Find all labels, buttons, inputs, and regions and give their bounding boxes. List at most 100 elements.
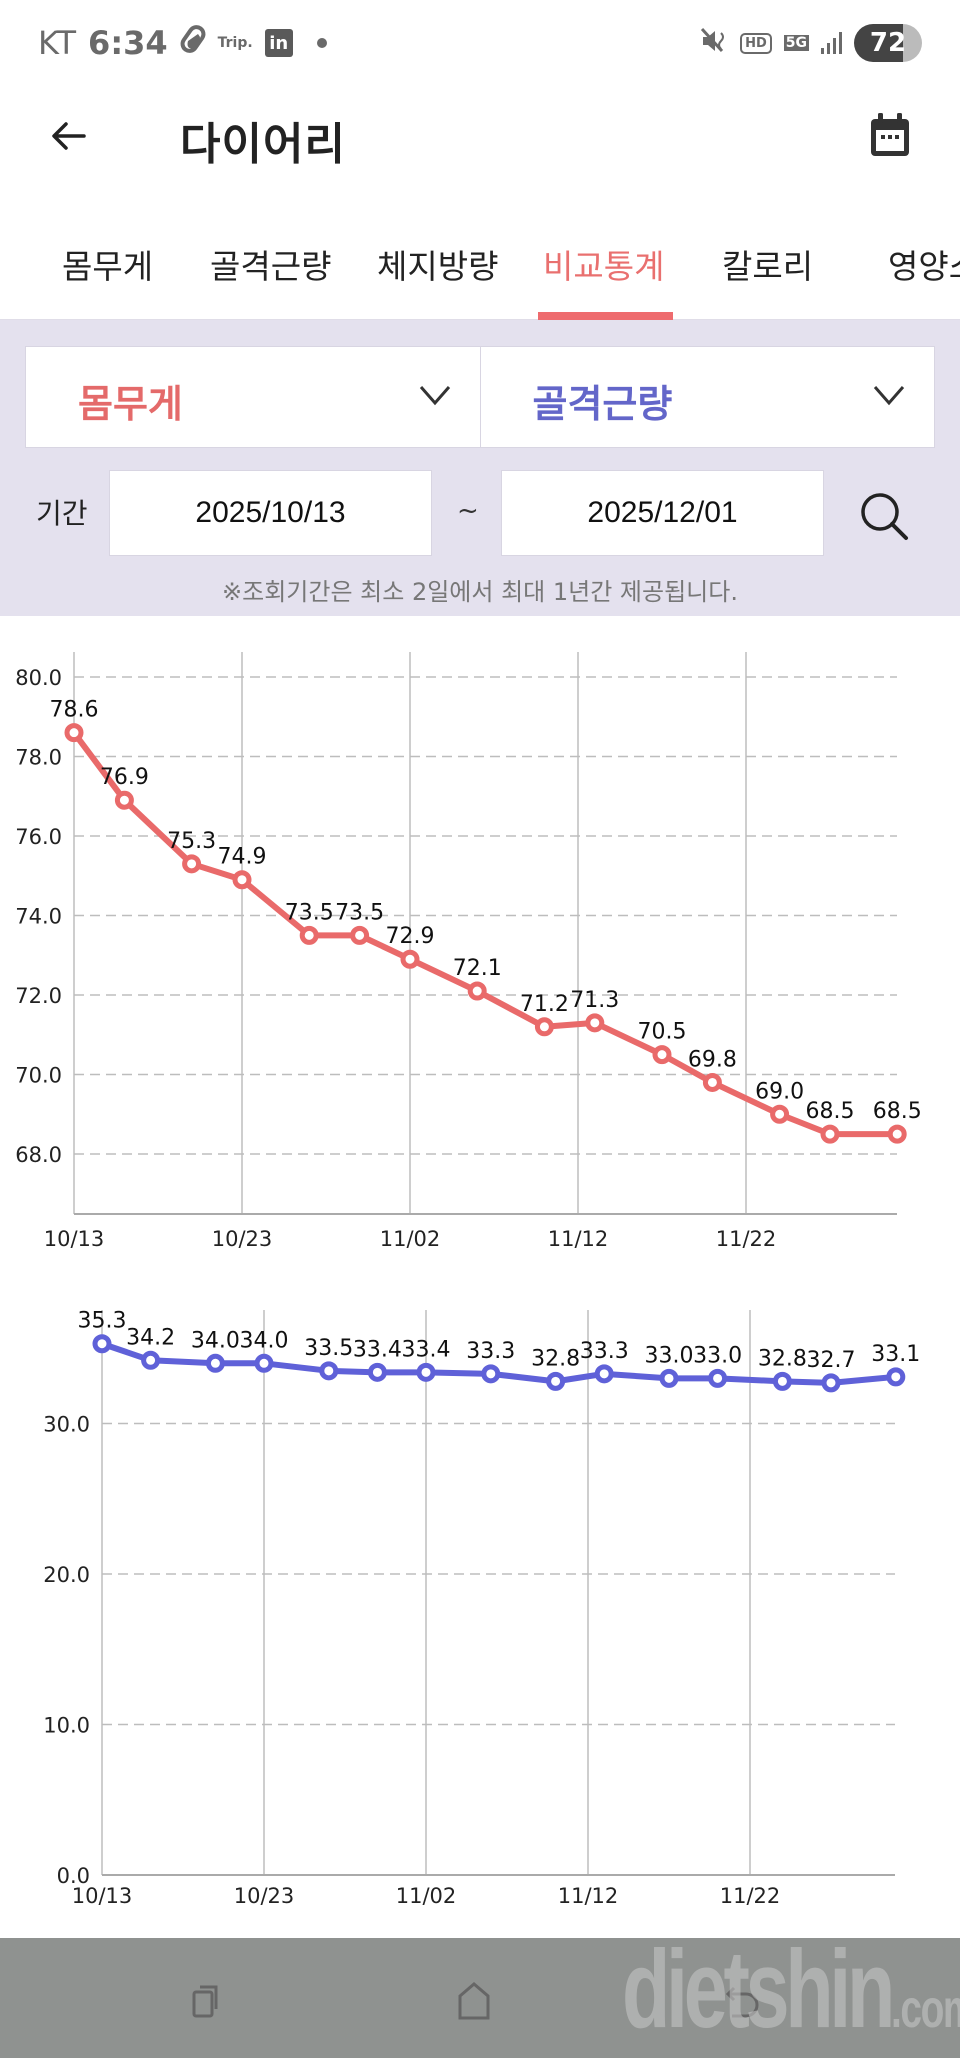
data-point[interactable] [400,949,420,969]
trip-notification-icon: Trip. [217,35,253,51]
data-label: 33.3 [580,1339,629,1364]
data-point[interactable] [182,854,202,874]
metric-select-2-value: 골격근량 [532,382,673,426]
hd-voice-icon: HD [740,32,772,54]
x-tick-label: 11/12 [548,1227,609,1251]
back-nav-button[interactable] [722,1980,766,2024]
y-tick-label: 10.0 [43,1714,90,1738]
data-point[interactable] [319,1361,339,1381]
tab-nutrients[interactable]: 영양소 [888,247,960,286]
active-tab-indicator [538,312,673,320]
y-tick-label: 70.0 [15,1064,62,1088]
data-point[interactable] [367,1362,387,1382]
y-tick-label: 20.0 [43,1563,90,1587]
data-label: 33.0 [645,1343,694,1368]
data-point[interactable] [770,1104,790,1124]
filter-panel: 몸무게 골격근량 기간 2025/10/13 ~ 2025/12/01 ※조회기… [0,320,960,616]
period-notice: ※조회기간은 최소 2일에서 최대 1년간 제공됩니다. [222,578,738,606]
data-label: 35.3 [78,1309,127,1334]
data-point[interactable] [416,1362,436,1382]
muscle-chart: 0.0 10.0 20.0 30.0 10/13 10/23 11/02 11/12 11/22… [0,1290,960,1930]
back-button[interactable] [46,114,90,158]
x-tick-label: 11/02 [396,1884,457,1908]
data-point[interactable] [708,1368,728,1388]
tab-calories[interactable]: 칼로리 [722,247,814,286]
data-point[interactable] [64,723,84,743]
tab-compare-stats[interactable]: 비교통계 [543,247,665,286]
data-point[interactable] [534,1017,554,1037]
data-label: 72.1 [453,956,502,981]
page-title: 다이어리 [180,119,346,170]
y-tick-label: 0.0 [57,1864,90,1888]
data-label: 71.2 [520,992,569,1017]
y-tick-label: 76.0 [15,825,62,849]
data-label: 73.5 [285,900,334,925]
data-point[interactable] [232,870,252,890]
home-button[interactable] [454,1980,498,2024]
data-label: 33.0 [693,1343,742,1368]
recent-apps-button[interactable] [186,1980,230,2024]
data-label: 74.9 [218,845,267,870]
data-label: 32.8 [531,1346,580,1371]
data-label: 68.5 [873,1099,922,1124]
data-point[interactable] [141,1350,161,1370]
metric-select-1[interactable]: 몸무게 [26,347,480,447]
x-tick-label: 11/22 [716,1227,777,1251]
data-point[interactable] [594,1364,614,1384]
app-bar: 다이어리 [0,86,960,186]
search-button[interactable] [858,490,910,542]
data-label: 68.5 [806,1099,855,1124]
data-point[interactable] [299,925,319,945]
data-point[interactable] [205,1353,225,1373]
x-tick-label: 11/12 [558,1884,619,1908]
data-point[interactable] [886,1367,906,1387]
signal-icon [821,32,842,54]
tab-body-fat[interactable]: 체지방량 [377,247,499,286]
data-point[interactable] [92,1334,112,1354]
carrier: KT [38,24,77,62]
pill-icon [180,24,206,62]
data-label: 69.0 [755,1079,804,1104]
data-point[interactable] [546,1371,566,1391]
data-label: 34.0 [191,1328,240,1353]
start-date-field[interactable]: 2025/10/13 [109,470,432,556]
search-icon [861,493,908,540]
y-tick-label: 74.0 [15,905,62,929]
data-point[interactable] [467,981,487,1001]
data-point[interactable] [772,1371,792,1391]
battery-icon: 72 [854,24,922,62]
tab-skeletal-muscle[interactable]: 골격근량 [210,247,332,286]
data-point[interactable] [659,1368,679,1388]
x-tick-label: 10/13 [72,1884,133,1908]
data-point[interactable] [350,925,370,945]
data-point[interactable] [585,1013,605,1033]
calendar-icon [871,113,909,156]
data-point[interactable] [702,1072,722,1092]
calendar-button[interactable] [866,110,914,160]
data-point[interactable] [820,1124,840,1144]
data-point[interactable] [254,1353,274,1373]
data-label: 33.4 [353,1337,402,1362]
clock: 6:34 [88,24,168,62]
data-point[interactable] [887,1124,907,1144]
data-label: 32.8 [758,1346,807,1371]
data-point[interactable] [652,1045,672,1065]
back-icon [725,1986,759,2018]
series-line [71,730,898,1138]
end-date-field[interactable]: 2025/12/01 [501,470,824,556]
data-label: 33.5 [304,1336,353,1361]
weight-line-chart: 68.0 70.0 72.0 74.0 76.0 78.0 80.0 10/13 10/23 11… [15,652,922,1251]
data-label: 70.5 [638,1020,687,1045]
more-notifications-dot-icon [316,38,327,48]
y-tick-label: 80.0 [15,666,62,690]
tab-weight[interactable]: 몸무게 [62,247,154,286]
data-label: 34.0 [240,1328,289,1353]
chevron-down-icon [419,386,450,406]
y-tick-label: 78.0 [15,746,62,770]
data-point[interactable] [821,1373,841,1393]
data-point[interactable] [114,790,134,810]
data-label: 32.7 [807,1348,856,1373]
metric-select-2[interactable]: 골격근량 [479,347,935,447]
system-nav-bar: dietshin.com [0,1928,960,2058]
data-point[interactable] [481,1364,501,1384]
